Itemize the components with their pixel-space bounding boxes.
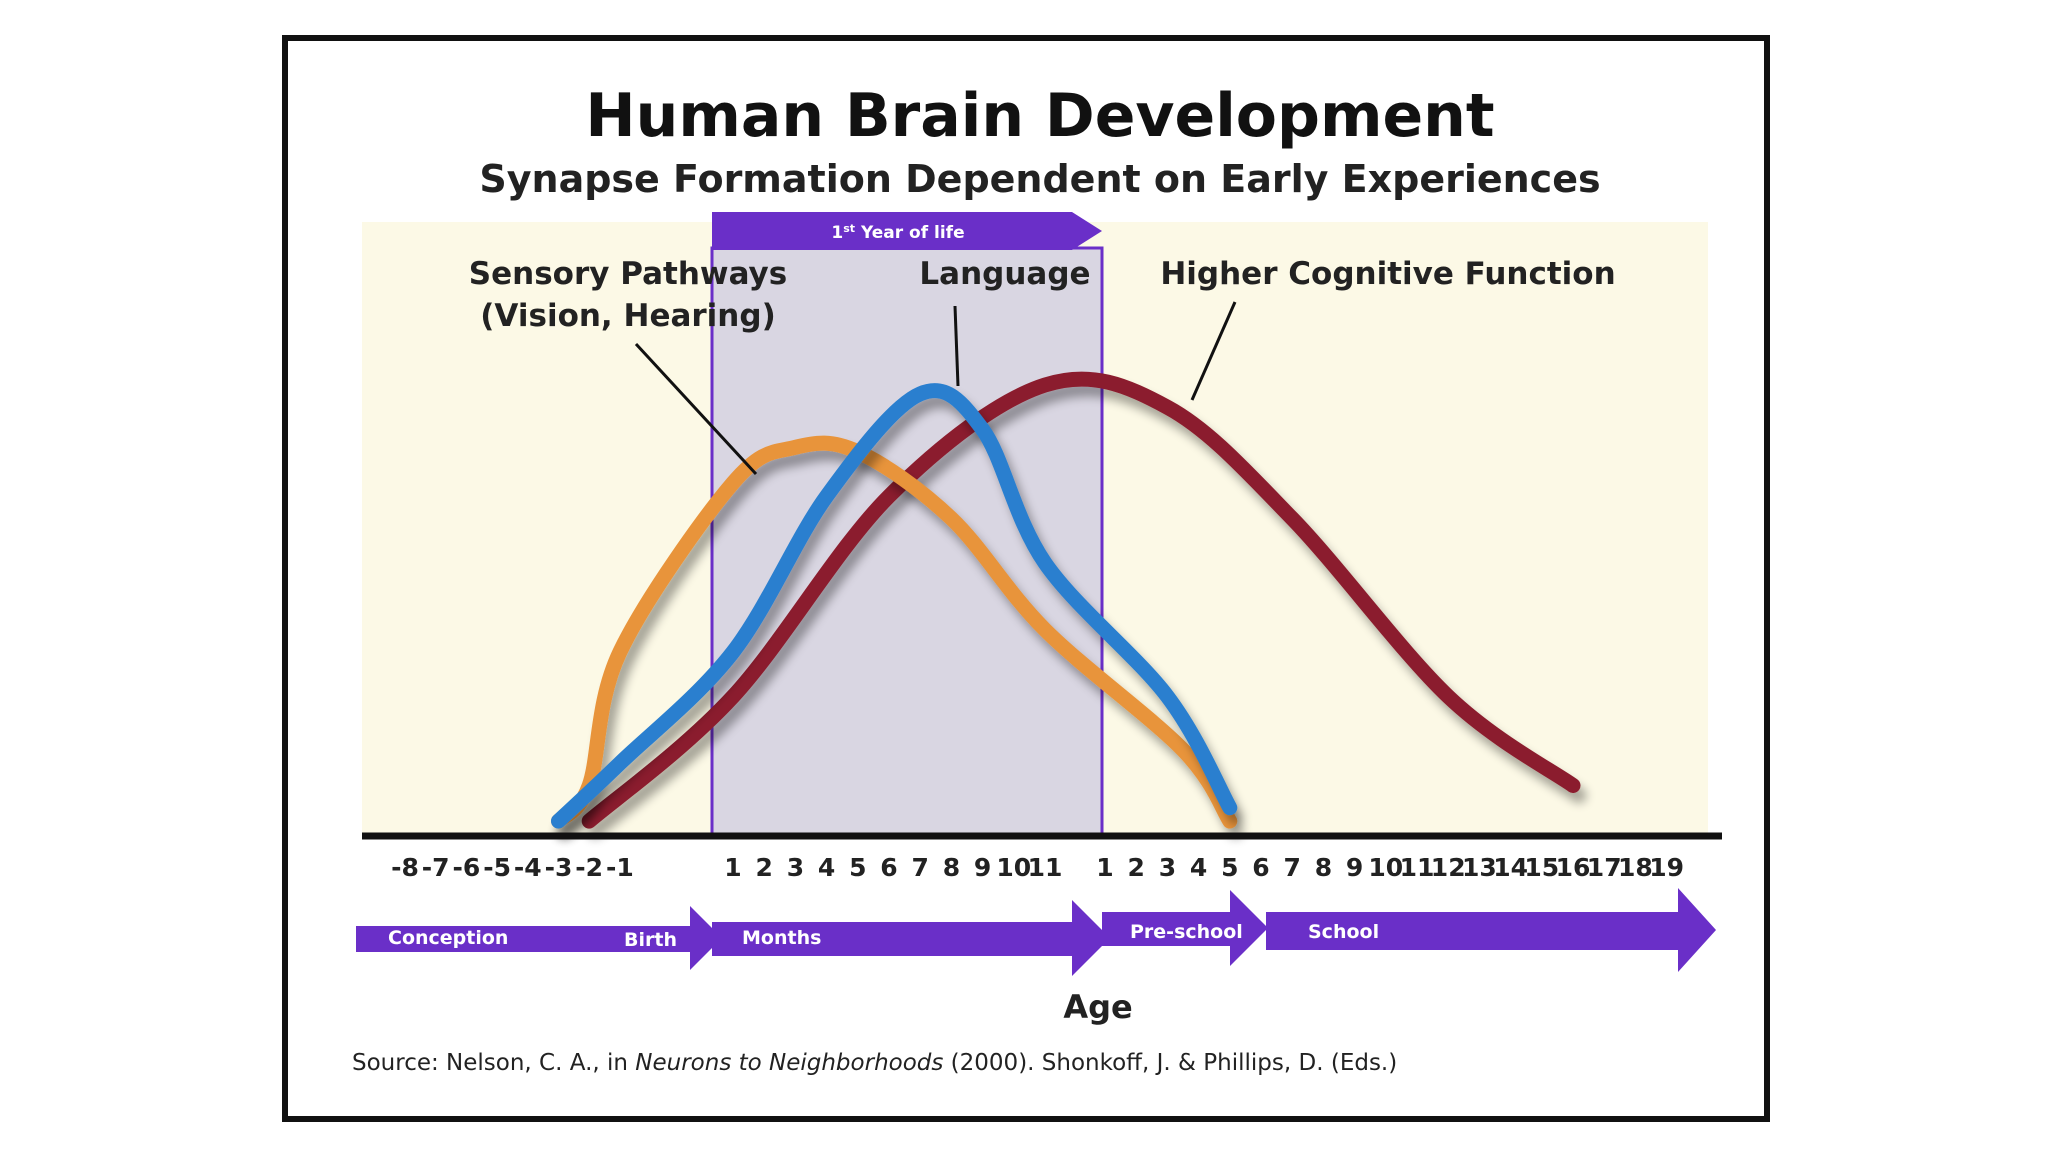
x-tick-month: 7 (911, 853, 928, 882)
x-tick-month: 6 (880, 853, 897, 882)
x-tick-year: 7 (1283, 853, 1300, 882)
stage-arrow-school (1266, 888, 1716, 972)
x-tick-year: 4 (1190, 853, 1207, 882)
x-tick-year: 12 (1431, 853, 1466, 882)
series-label-sensory-line2: (Vision, Hearing) (480, 298, 775, 334)
series-label-sensory: Sensory Pathways (469, 256, 787, 292)
stage-arrow-prenatal (356, 906, 722, 970)
chart-title: Human Brain Development (585, 81, 1494, 151)
first-year-label: 1st Year of life (831, 222, 964, 243)
x-tick-prenatal: -8 (391, 853, 419, 882)
x-tick-month: 8 (943, 853, 960, 882)
first-year-region (710, 246, 1104, 836)
x-tick-month: 3 (787, 853, 804, 882)
x-tick-prenatal: -3 (545, 853, 573, 882)
x-tick-year: 15 (1524, 853, 1559, 882)
curve-sensory-pathways (551, 435, 1238, 829)
x-tick-prenatal: -4 (514, 853, 542, 882)
x-tick-year: 11 (1400, 853, 1435, 882)
x-axis-label: Age (1063, 988, 1132, 1026)
x-tick-month: 5 (849, 853, 866, 882)
x-tick-year: 1 (1096, 853, 1113, 882)
curve-language (551, 383, 1238, 829)
series-label-language: Language (919, 256, 1090, 292)
first-year-arrow (712, 212, 1102, 250)
x-tick-month: 9 (974, 853, 991, 882)
source-citation: Source: Nelson, C. A., in Neurons to Nei… (352, 1050, 1397, 1076)
x-tick-year: 3 (1159, 853, 1176, 882)
x-tick-year: 16 (1556, 853, 1591, 882)
x-tick-year: 13 (1462, 853, 1497, 882)
x-tick-year: 14 (1493, 853, 1528, 882)
stage-label-school: School (1308, 921, 1379, 943)
x-tick-year: 6 (1252, 853, 1269, 882)
x-tick-year: 5 (1221, 853, 1238, 882)
x-tick-prenatal: -2 (575, 853, 603, 882)
curve-higher-cognitive-function (581, 371, 1581, 829)
x-tick-prenatal: -1 (606, 853, 634, 882)
leader-line-sensory (634, 342, 758, 476)
x-tick-month: 4 (818, 853, 835, 882)
x-tick-month: 2 (755, 853, 772, 882)
x-tick-year: 18 (1618, 853, 1653, 882)
chart-subtitle: Synapse Formation Dependent on Early Exp… (479, 157, 1600, 201)
x-tick-year: 10 (1368, 853, 1403, 882)
stage-label-birth: Birth (624, 929, 677, 951)
x-tick-prenatal: -7 (422, 853, 450, 882)
x-tick-year: 19 (1649, 853, 1684, 882)
x-tick-month: 10 (996, 853, 1031, 882)
x-tick-year: 8 (1315, 853, 1332, 882)
x-tick-year: 17 (1587, 853, 1622, 882)
x-tick-month: 11 (1028, 853, 1063, 882)
series-label-cognitive: Higher Cognitive Function (1160, 256, 1615, 292)
x-tick-prenatal: -5 (483, 853, 511, 882)
leader-line-cognitive (1190, 301, 1237, 401)
stage-arrow-preschool (1102, 890, 1268, 966)
stage-label-conception: Conception (388, 927, 508, 949)
stage-arrow-months (712, 900, 1110, 976)
x-tick-year: 2 (1127, 853, 1144, 882)
x-tick-prenatal: -6 (453, 853, 481, 882)
stage-label-months: Months (742, 927, 821, 949)
stage-label-preschool: Pre-school (1130, 921, 1243, 943)
curves-layer (551, 371, 1581, 829)
x-tick-year: 9 (1346, 853, 1363, 882)
x-tick-month: 1 (724, 853, 741, 882)
leader-line-language (953, 305, 960, 387)
